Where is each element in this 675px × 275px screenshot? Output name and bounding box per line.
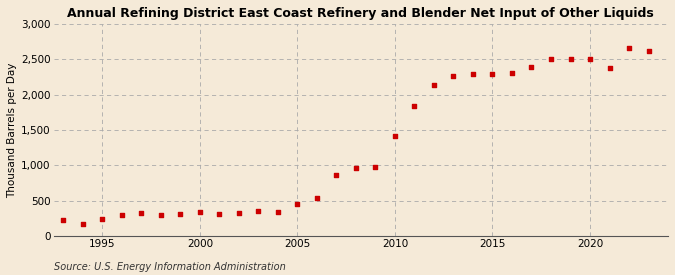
Point [97,217,108,222]
Point [58,218,69,222]
Point [234,211,244,216]
Point [175,212,186,216]
Point [585,56,595,61]
Text: Source: U.S. Energy Information Administration: Source: U.S. Energy Information Administ… [54,262,286,272]
Title: Annual Refining District East Coast Refinery and Blender Net Input of Other Liqu: Annual Refining District East Coast Refi… [68,7,654,20]
Point [292,202,303,207]
Point [526,65,537,69]
Point [409,104,420,108]
Point [370,164,381,169]
Point [116,213,127,217]
Point [643,49,654,53]
Point [155,213,166,217]
Point [350,166,361,170]
Point [429,83,439,88]
Point [624,46,634,50]
Point [545,57,556,61]
Point [214,212,225,217]
Point [331,172,342,177]
Point [506,71,517,76]
Point [389,133,400,138]
Point [273,210,284,214]
Point [136,210,146,215]
Point [311,196,322,200]
Point [78,221,88,226]
Point [604,66,615,71]
Point [194,210,205,214]
Point [448,73,459,78]
Point [487,72,498,76]
Y-axis label: Thousand Barrels per Day: Thousand Barrels per Day [7,62,17,198]
Point [565,56,576,61]
Point [253,208,264,213]
Point [468,72,479,76]
